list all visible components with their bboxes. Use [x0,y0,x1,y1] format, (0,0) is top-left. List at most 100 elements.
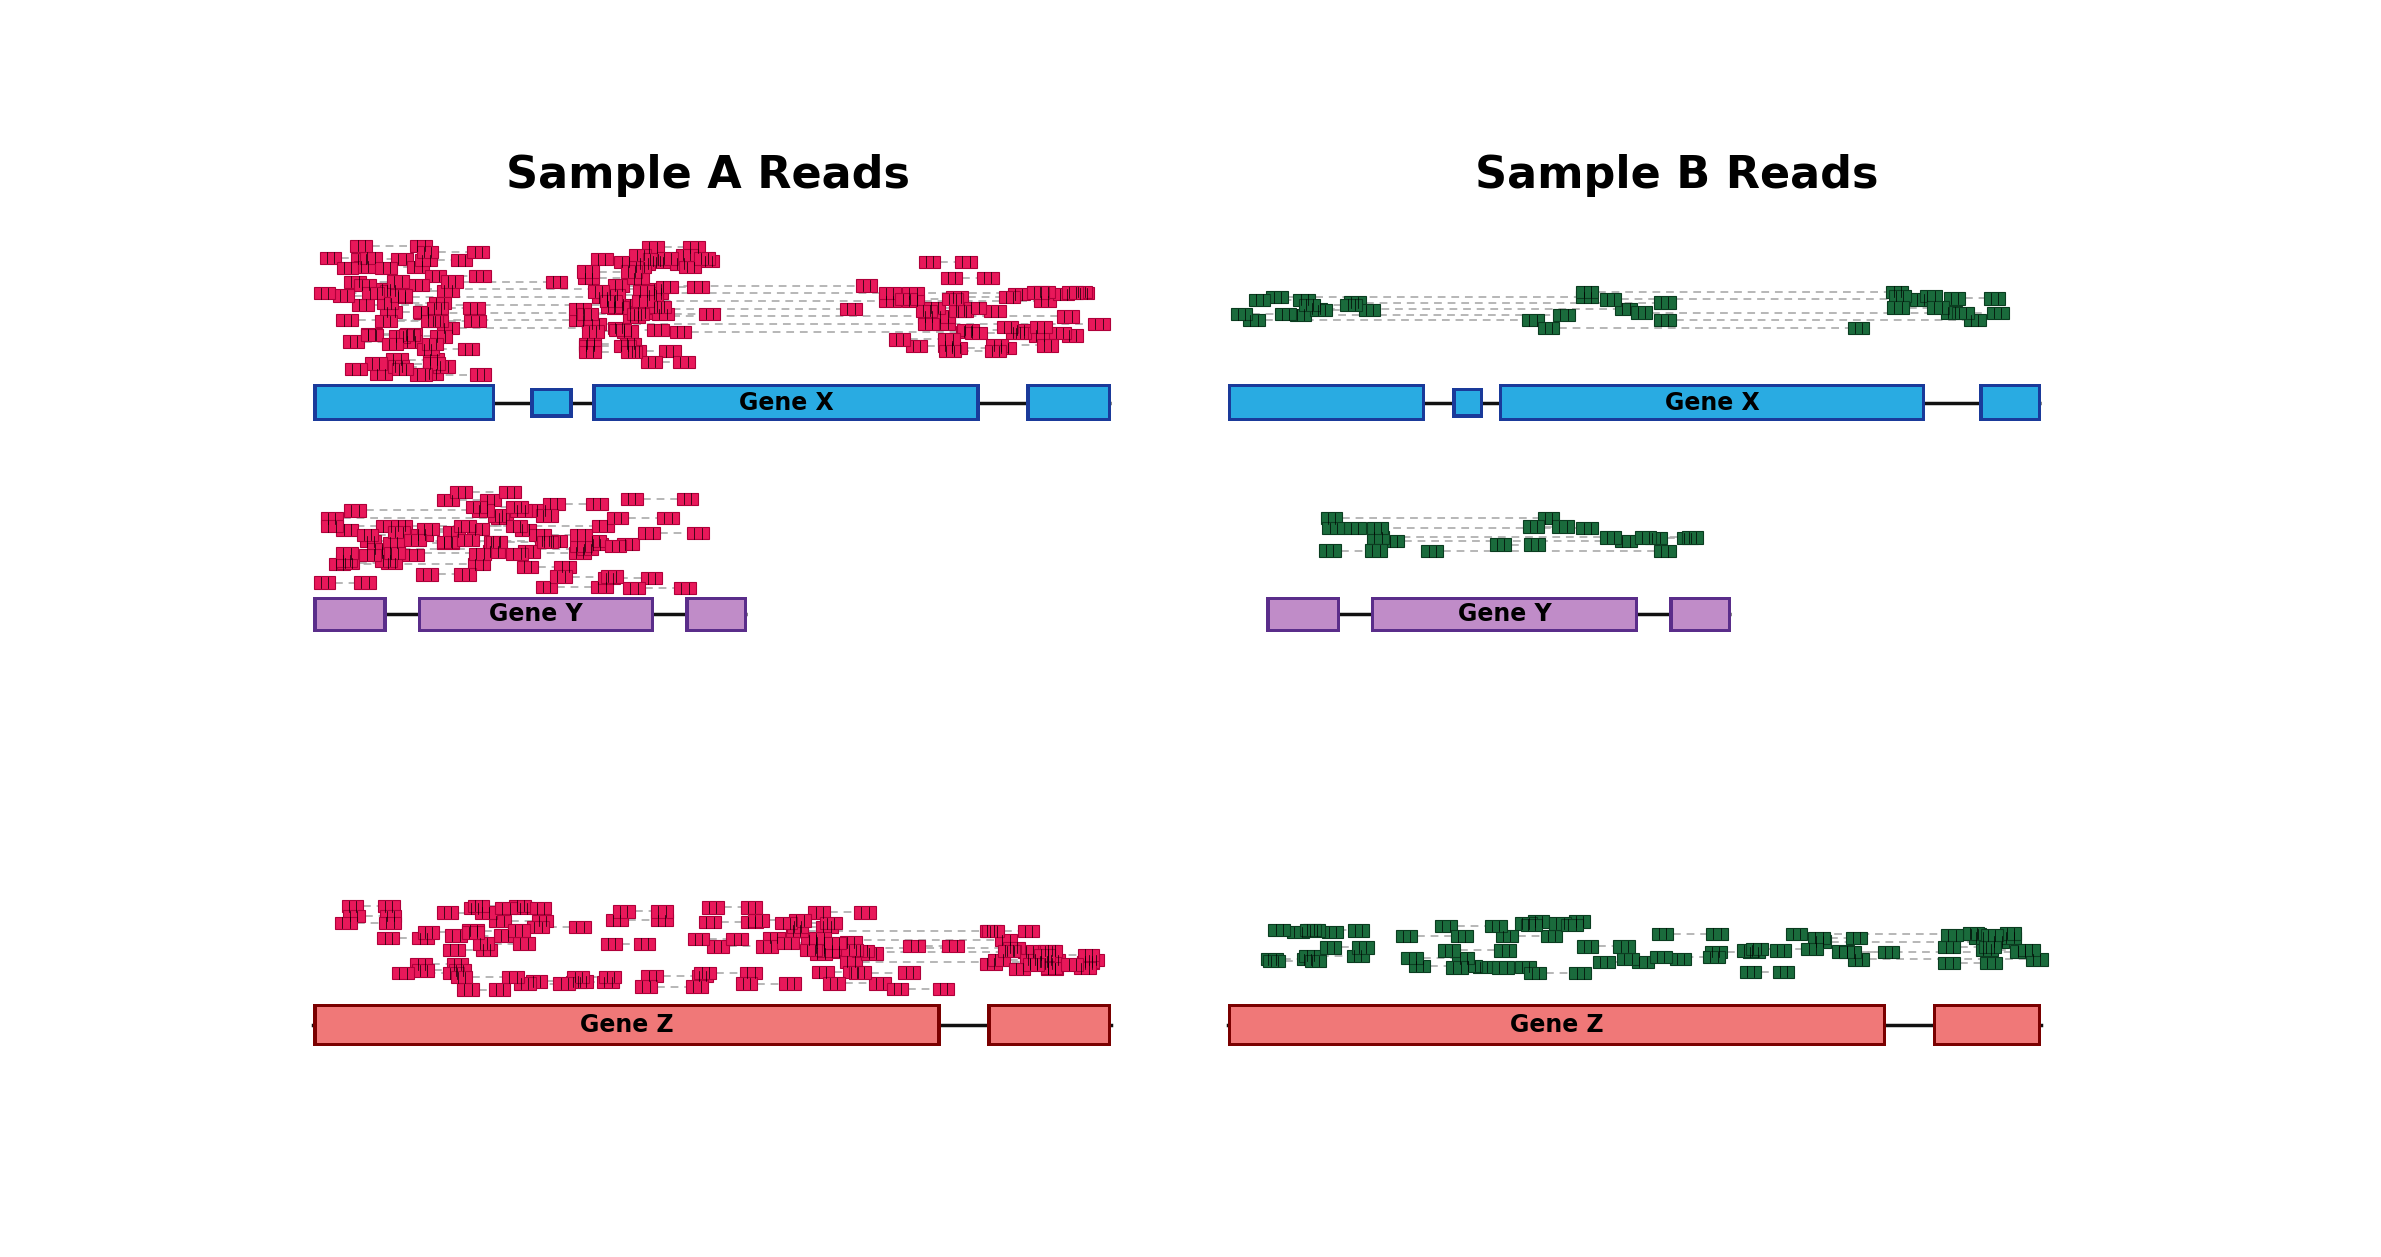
Bar [1231,387,1421,419]
Bar [1702,950,1724,963]
Bar [950,304,971,317]
Bar [1076,955,1100,968]
Bar [660,346,681,357]
Bar [440,275,462,288]
Bar [1319,941,1341,954]
Bar [810,931,831,944]
Bar [1229,1003,1886,1046]
Bar [1552,520,1574,533]
Bar [779,978,800,989]
Bar [569,529,593,541]
Bar [590,581,612,593]
Bar [586,498,607,510]
Bar [607,279,629,292]
Bar [2010,945,2031,958]
Bar [386,353,407,366]
Bar [933,318,955,331]
Bar [924,302,945,314]
Bar [1026,287,1048,299]
Bar [1926,302,1950,314]
Bar [1593,955,1614,968]
Bar [531,504,552,517]
Bar [698,255,719,268]
Bar [576,308,598,321]
Bar [445,929,467,941]
Bar [1645,532,1667,544]
Bar [571,975,593,988]
Bar [1229,383,1426,421]
Bar [1986,307,2010,319]
Bar [995,934,1017,947]
Bar [1269,600,1336,628]
Bar [1274,308,1295,321]
Bar [1919,290,1943,302]
Bar [1291,309,1312,321]
Bar [1962,928,1983,940]
Bar [410,240,431,251]
Bar [421,600,650,628]
Bar [1071,285,1093,298]
Bar [1936,1007,2038,1042]
Bar [474,906,498,919]
Bar [507,500,529,513]
Bar [1231,308,1252,321]
Bar [462,924,483,936]
Bar [336,314,357,327]
Bar [1438,944,1460,957]
Bar [1062,329,1083,342]
Bar [938,344,962,357]
Bar [1514,918,1536,930]
Bar [593,519,614,532]
Bar [917,318,940,331]
Bar [512,938,536,950]
Bar [417,597,655,632]
Bar [362,287,383,299]
Bar [1071,287,1095,299]
Bar [507,924,529,936]
Bar [698,308,721,321]
Bar [483,546,505,558]
Bar [917,304,938,317]
Bar [479,494,502,507]
Bar [536,534,557,547]
Bar [679,261,700,273]
Bar [345,275,367,288]
Bar [1614,303,1636,314]
Bar [493,929,517,941]
Text: Gene Z: Gene Z [581,1013,674,1037]
Bar [657,253,679,265]
Bar [360,548,381,561]
Bar [545,275,567,288]
Bar [583,318,607,331]
Bar [424,357,445,370]
Bar [483,535,505,548]
Bar [1010,324,1031,336]
Bar [467,523,488,535]
Bar [379,900,400,913]
Bar [824,936,845,949]
Bar [1969,931,1991,944]
Bar [600,294,621,307]
Bar [740,916,762,929]
Bar [457,534,479,547]
Bar [414,307,436,319]
Bar [812,967,833,978]
Bar [1371,597,1638,632]
Bar [314,597,386,632]
Bar [329,558,350,571]
Bar [1305,955,1326,967]
Bar [902,287,924,299]
Bar [607,322,629,334]
Bar [381,284,402,297]
Bar [988,1003,1112,1046]
Bar [469,548,490,559]
Bar [1269,924,1291,936]
Bar [407,279,429,292]
Bar [633,938,655,950]
Bar [1802,943,1824,955]
Bar [957,324,979,336]
Bar [338,557,360,569]
Bar [512,903,533,914]
Bar [2000,931,2021,944]
Bar [674,356,695,368]
